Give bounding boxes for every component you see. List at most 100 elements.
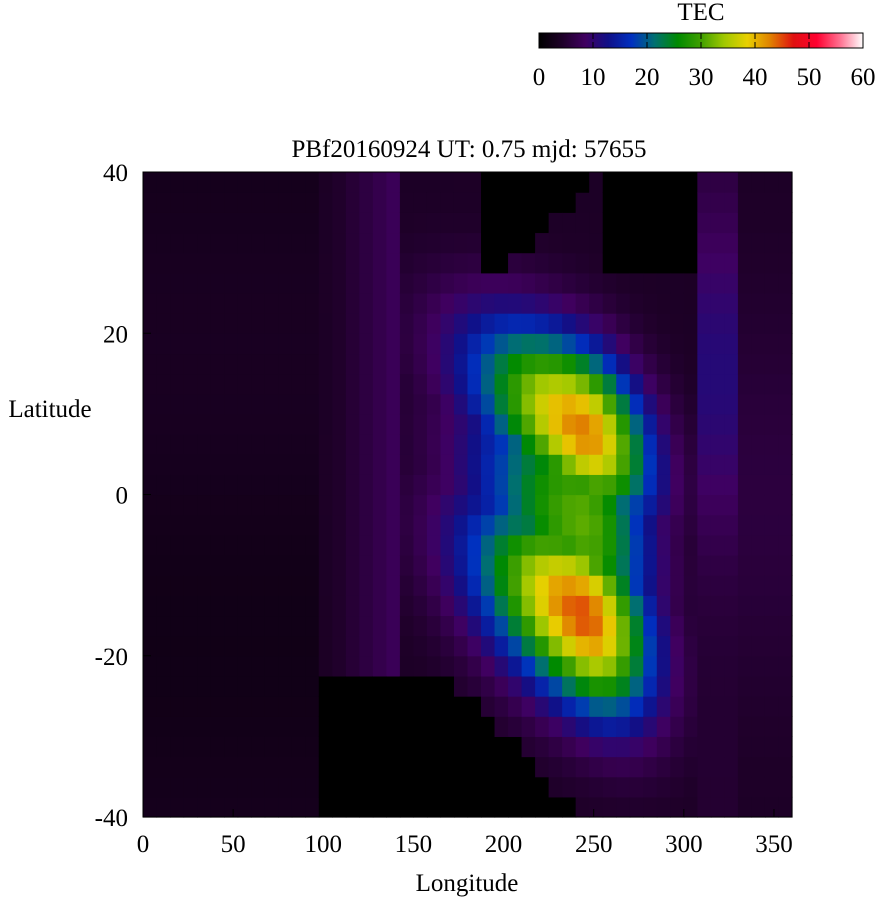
x-tick-label: 50	[221, 831, 246, 858]
heatmap-cell	[413, 776, 428, 798]
heatmap-cell	[548, 373, 563, 395]
heatmap-cell	[616, 675, 631, 697]
heatmap-cell	[751, 333, 766, 355]
heatmap-cell	[656, 272, 671, 294]
heatmap-cell	[291, 373, 306, 395]
heatmap-cell	[481, 655, 496, 677]
heatmap-cell	[535, 393, 550, 415]
heatmap-cell	[643, 172, 658, 193]
heatmap-cell	[224, 232, 239, 254]
heatmap-cell	[670, 796, 685, 818]
heatmap-cell	[467, 292, 482, 314]
heatmap-cell	[426, 272, 442, 294]
heatmap-cell	[345, 212, 360, 234]
heatmap-cell	[535, 696, 550, 717]
heatmap-cell	[683, 373, 698, 395]
x-axis: 0 50 100 150 200 250 300 350	[137, 809, 793, 858]
heatmap-cell	[305, 212, 320, 234]
heatmap-cell	[197, 373, 212, 395]
heatmap-cell	[562, 595, 577, 617]
heatmap-cell	[237, 373, 252, 395]
heatmap-cell	[345, 776, 360, 798]
x-tick-label: 250	[575, 831, 613, 858]
x-tick-label: 0	[137, 831, 150, 858]
heatmap-cell	[602, 413, 617, 435]
heatmap-cell	[224, 595, 239, 617]
heatmap-cell	[548, 272, 563, 294]
heatmap-cell	[251, 675, 266, 697]
heatmap-cell	[670, 393, 685, 415]
heatmap-cell	[602, 756, 617, 778]
heatmap-cell	[426, 756, 442, 778]
heatmap-cell	[251, 534, 266, 556]
heatmap-cell	[710, 736, 725, 758]
heatmap-cell	[156, 554, 171, 576]
heatmap-cell	[778, 272, 793, 294]
heatmap-cell	[318, 595, 333, 617]
heatmap-cell	[345, 534, 360, 556]
heatmap-cell	[697, 333, 712, 355]
heatmap-cell	[575, 172, 590, 193]
heatmap-cell	[778, 172, 793, 193]
heatmap-cell	[278, 796, 293, 818]
heatmap-cell	[521, 474, 536, 496]
heatmap-cell	[359, 252, 374, 274]
heatmap-cell	[575, 696, 590, 717]
heatmap-cell	[778, 696, 793, 717]
heatmap-cell	[535, 232, 550, 254]
heatmap-cell	[291, 756, 306, 778]
heatmap-cell	[508, 292, 523, 314]
heatmap-cell	[764, 192, 780, 213]
heatmap-cell	[778, 212, 793, 234]
heatmap-cell	[751, 232, 766, 254]
heatmap-cell	[751, 474, 766, 496]
heatmap-cell	[575, 776, 590, 798]
heatmap-cell	[170, 313, 185, 334]
heatmap-cell	[751, 413, 766, 435]
heatmap-cell	[629, 212, 644, 234]
heatmap-cell	[399, 675, 415, 697]
heatmap-cell	[521, 292, 536, 314]
heatmap-cell	[278, 494, 293, 516]
heatmap-cell	[724, 554, 739, 576]
heatmap-cell	[453, 313, 469, 334]
heatmap-cell	[494, 413, 509, 435]
heatmap-cell	[224, 776, 239, 798]
heatmap-cell	[724, 615, 739, 637]
heatmap-cell	[156, 434, 171, 455]
heatmap-cell	[210, 192, 225, 213]
heatmap-cell	[683, 796, 698, 818]
heatmap-cell	[724, 595, 739, 617]
heatmap-cell	[656, 393, 671, 415]
heatmap-cell	[372, 393, 387, 415]
heatmap-cell	[426, 373, 442, 395]
heatmap-cell	[372, 635, 387, 657]
heatmap-cell	[494, 474, 509, 496]
heatmap-cell	[251, 313, 266, 334]
heatmap-cell	[143, 796, 158, 818]
heatmap-cell	[575, 635, 590, 657]
heatmap-cell	[372, 756, 387, 778]
heatmap-cell	[332, 655, 347, 677]
heatmap-cell	[345, 716, 360, 737]
heatmap-cell	[210, 353, 225, 375]
heatmap-cell	[291, 716, 306, 737]
heatmap-cell	[764, 595, 780, 617]
heatmap-cell	[656, 796, 671, 818]
heatmap-cell	[156, 716, 171, 737]
heatmap-cell	[643, 736, 658, 758]
heatmap-cell	[494, 776, 509, 798]
heatmap-cell	[210, 675, 225, 697]
heatmap-cell	[467, 494, 482, 516]
heatmap-cell	[237, 776, 252, 798]
heatmap-cell	[737, 595, 753, 617]
heatmap-cell	[656, 353, 671, 375]
heatmap-cell	[332, 454, 347, 475]
heatmap-cell	[494, 393, 509, 415]
y-tick-label: 0	[116, 483, 129, 510]
heatmap-cell	[778, 413, 793, 435]
heatmap-cell	[548, 696, 563, 717]
heatmap-cell	[643, 595, 658, 617]
heatmap-cell	[494, 434, 509, 455]
heatmap-cell	[399, 333, 415, 355]
